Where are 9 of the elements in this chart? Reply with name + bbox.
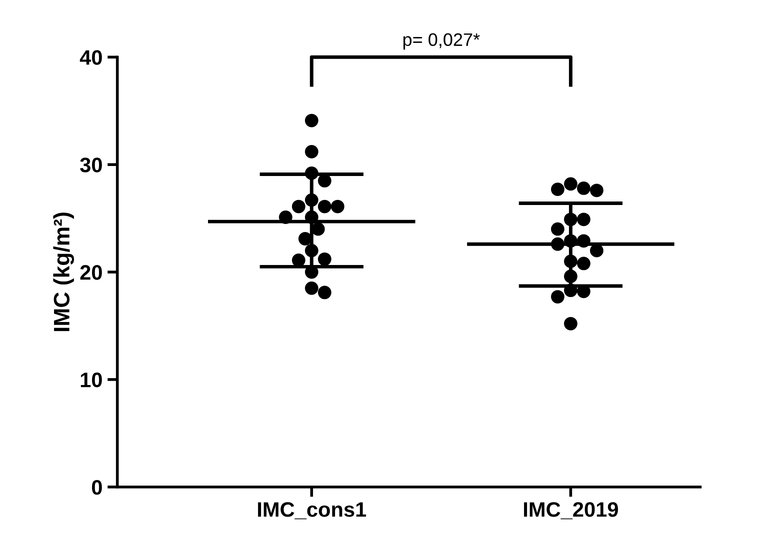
y-tick-label: 10 [80,372,102,388]
y-axis-title: IMC (kg/m²) [53,212,74,332]
y-tick-label: 0 [92,480,102,495]
y-tick-label: 20 [80,265,102,280]
x-tick-label: IMC_2019 [524,502,618,520]
text: p= 0,027* [403,33,480,50]
y-tick-label: 40 [80,50,102,65]
x-tick-label: IMC_cons1 [258,502,366,520]
y-tick-label: 30 [80,158,102,172]
